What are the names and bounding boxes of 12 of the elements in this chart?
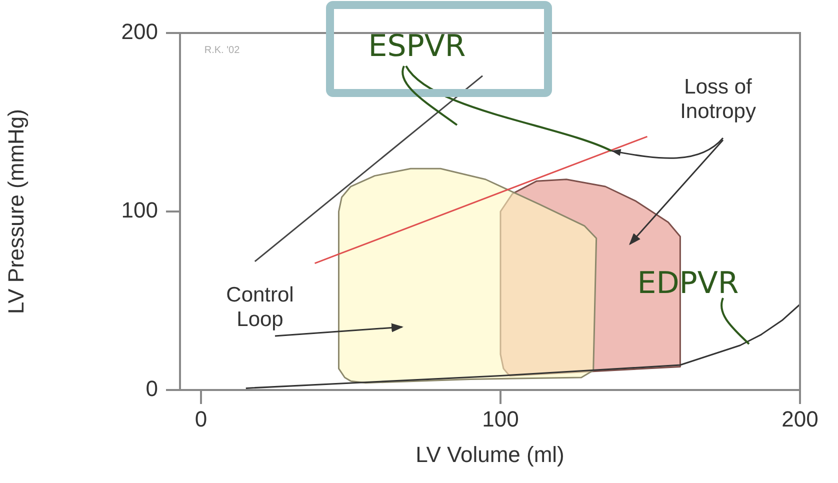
y-tick-label: 0 xyxy=(146,376,158,402)
x-tick-label: 0 xyxy=(194,406,208,432)
annotation: ESPVR xyxy=(368,28,466,64)
annotation: R.K. '02 xyxy=(204,44,240,56)
annotation: Control Loop xyxy=(226,284,294,331)
x-tick-label: 100 xyxy=(482,406,519,432)
x-axis-title: LV Volume (ml) xyxy=(416,442,564,467)
annotation: Loss of Inotropy xyxy=(680,76,756,123)
y-tick-label: 100 xyxy=(121,198,158,223)
x-tick-label: 200 xyxy=(782,406,818,432)
y-axis-title: LV Pressure (mmHg) xyxy=(3,109,28,314)
y-tick-label: 200 xyxy=(121,19,158,44)
